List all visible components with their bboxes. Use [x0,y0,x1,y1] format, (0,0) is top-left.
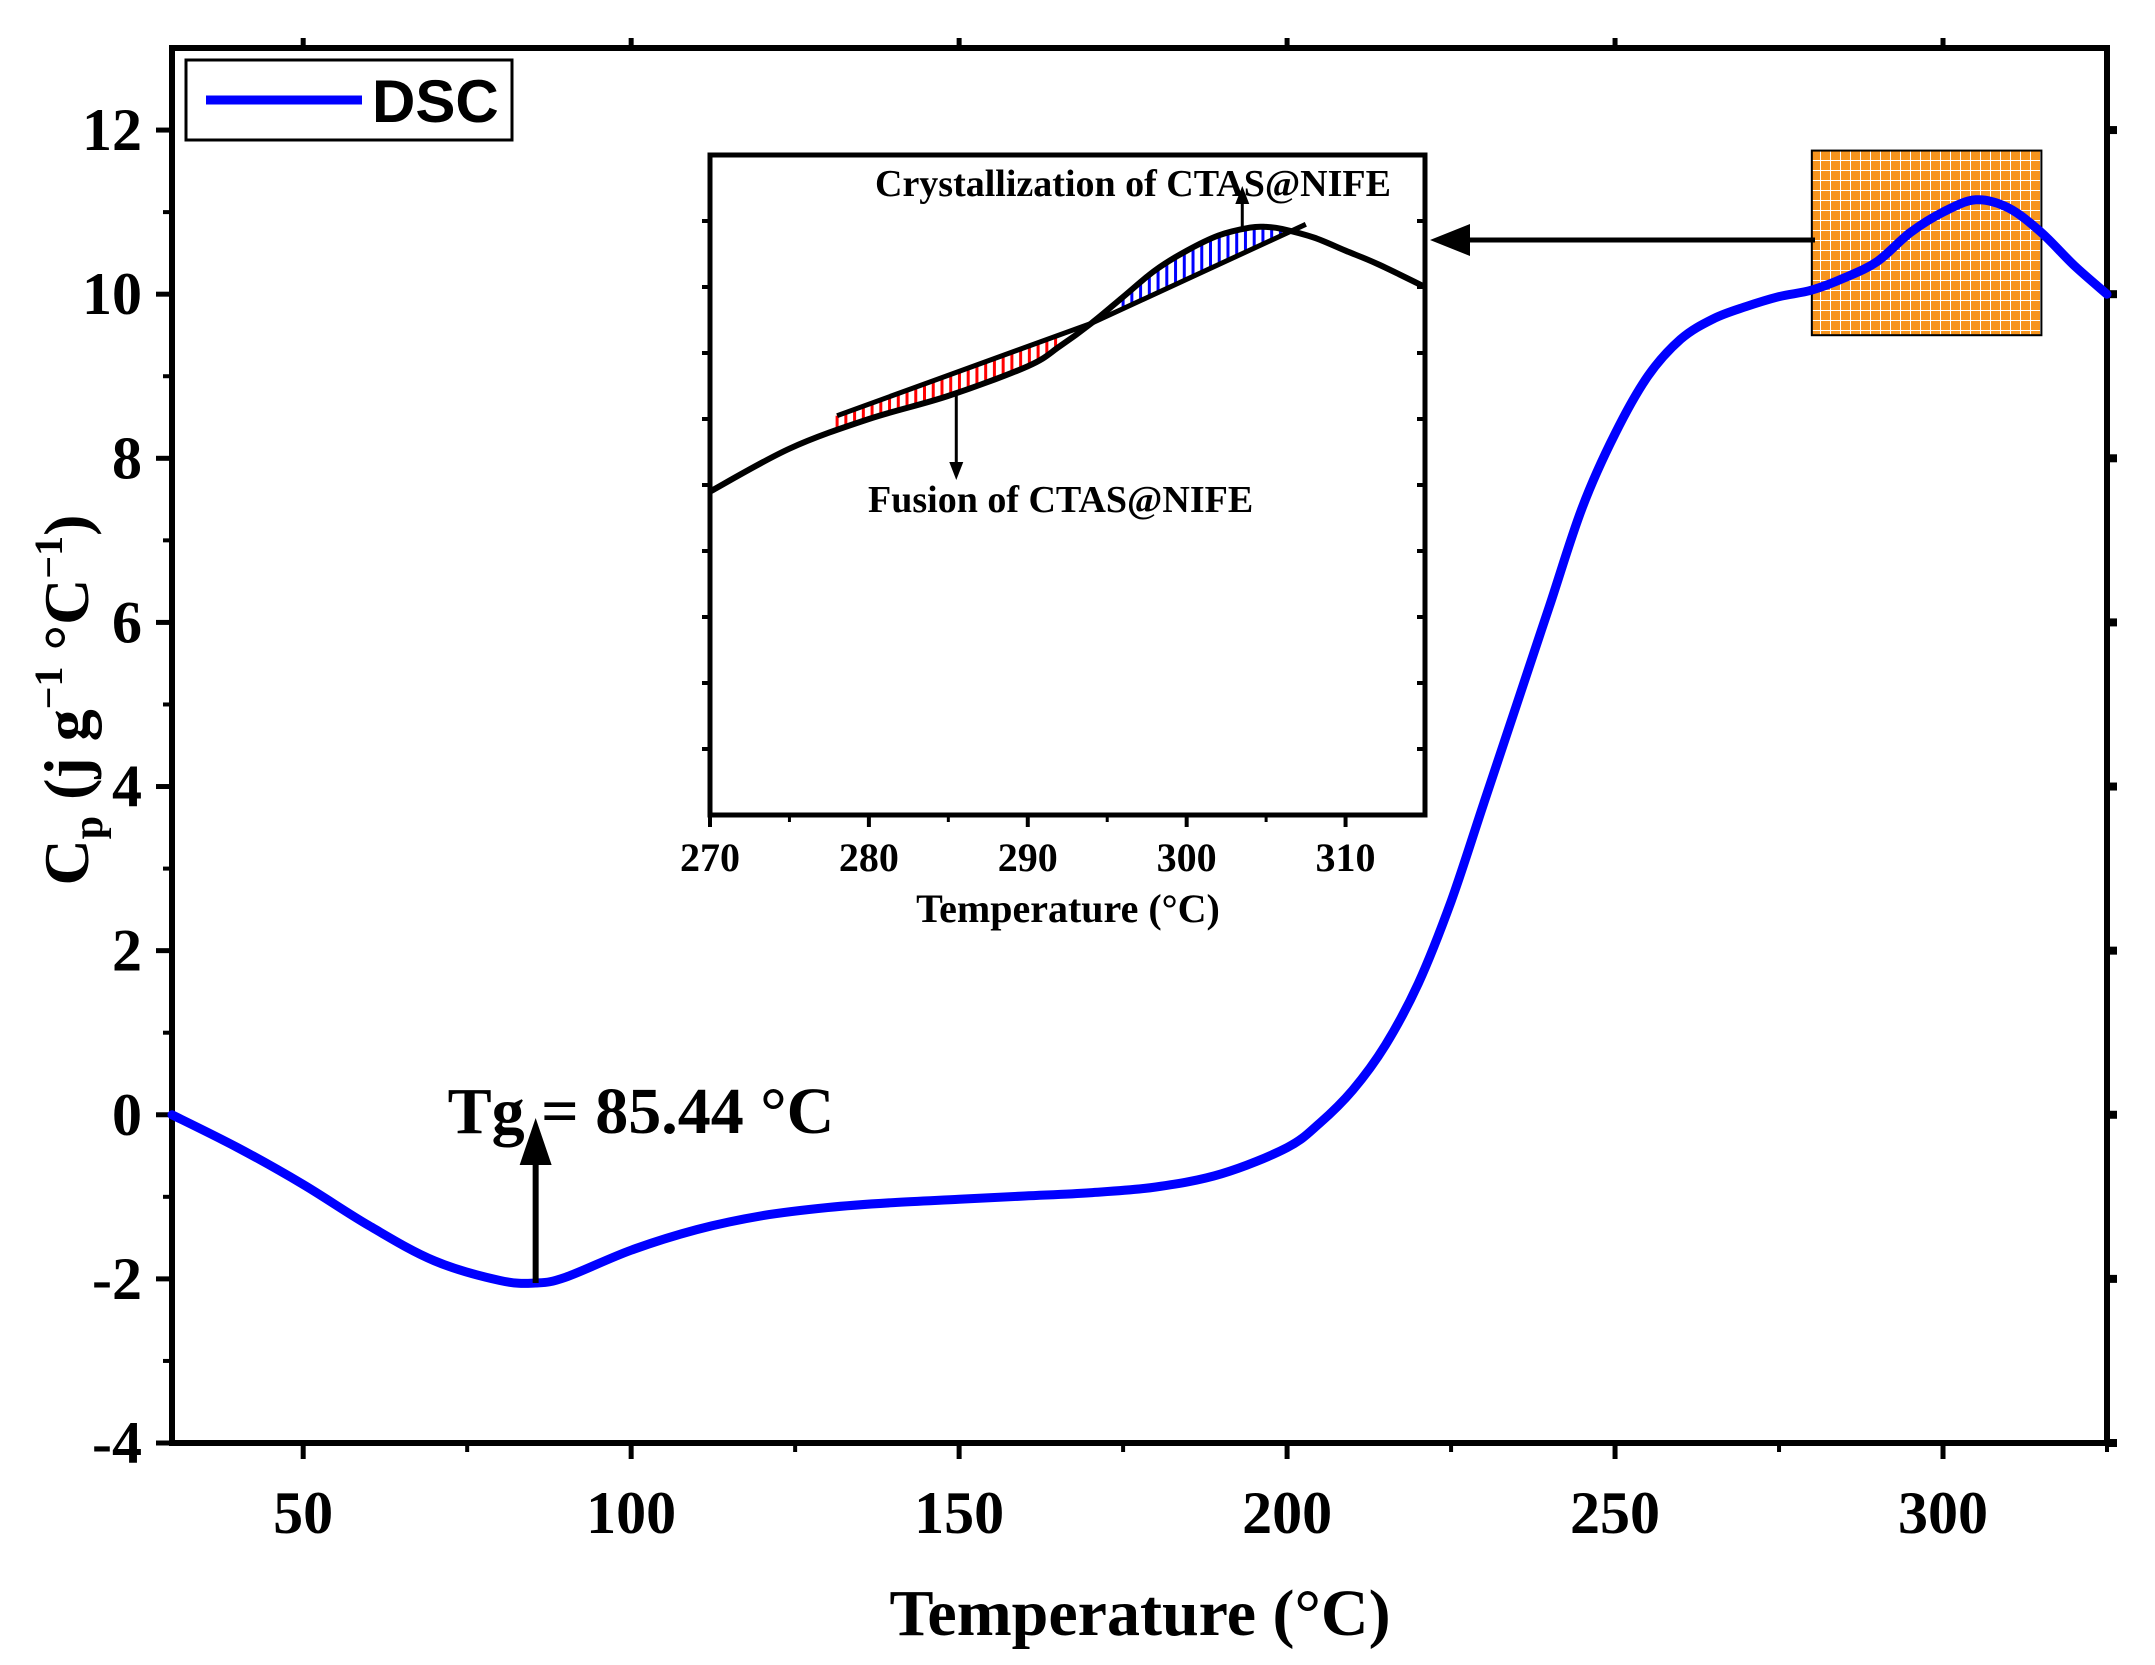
inset-x-axis-label: Temperature (°C) [916,886,1220,931]
dsc-zoom-dotted-line [1810,196,2044,294]
tg-arrow-head [519,1117,552,1165]
inset-axis-ticks [702,219,1425,827]
x-tick-label: 50 [273,1480,333,1546]
y-tick-label: 6 [112,589,142,655]
inset-plot: 270 280 290 300 310 Crystallization of CTAS@… [680,152,1428,931]
tg-arrow [519,1117,552,1283]
legend-label: DSC [372,68,499,135]
main-axis-ticks [156,38,2117,1459]
x-tick-label: 150 [914,1480,1004,1546]
dsc-series-line [167,195,2112,1288]
fusion-label: Fusion of CTAS@NIFE [868,479,1253,521]
x-axis-label: Temperature (°C) [889,1577,1390,1650]
inset-x-tick-label: 310 [1316,835,1376,880]
tg-annotation: Tg = 85.44 °C [448,1075,835,1148]
y-tick-label: -2 [92,1246,142,1312]
y-tick-label: 4 [112,754,142,820]
plot-frame [169,45,2110,1446]
x-tick-label: 200 [1242,1480,1332,1546]
y-tick-label: 2 [112,918,142,984]
inset-x-tick-label: 300 [1157,835,1217,880]
svg-text:Cp (j g−1 °C−1): Cp (j g−1 °C−1) [26,515,112,886]
zoom-pointer-arrow [1430,224,1815,256]
inset-x-tick-label: 270 [680,835,740,880]
x-tick-label: 300 [1898,1480,1988,1546]
y-tick-label: 0 [112,1082,142,1148]
fusion-arrowhead [949,462,964,480]
zoom-region-box [1810,149,2043,337]
y-tick-label: -4 [92,1410,142,1476]
crystallization-arrowhead [1235,186,1250,204]
inset-x-tick-label: 290 [998,835,1058,880]
inset-frame [707,152,1428,818]
x-tick-labels: 50 100 150 200 250 300 [273,1480,1988,1546]
inset-arrows [949,186,1250,480]
y-tick-label: 12 [82,97,142,163]
y-tick-label: 8 [112,425,142,491]
x-tick-label: 100 [586,1480,676,1546]
inset-baseline [836,222,1307,419]
legend: DSC [184,58,514,142]
crystallization-label: Crystallization of CTAS@NIFE [875,163,1391,205]
x-tick-label: 250 [1570,1480,1660,1546]
y-axis-label: Cp (j g−1 °C−1) [26,515,112,886]
y-tick-labels: -4 -2 0 2 4 6 8 10 12 [82,97,142,1476]
inset-x-tick-label: 280 [839,835,899,880]
inset-curve [708,223,1427,495]
y-tick-label: 10 [82,261,142,327]
inset-x-tick-labels: 270 280 290 300 310 [680,835,1376,880]
